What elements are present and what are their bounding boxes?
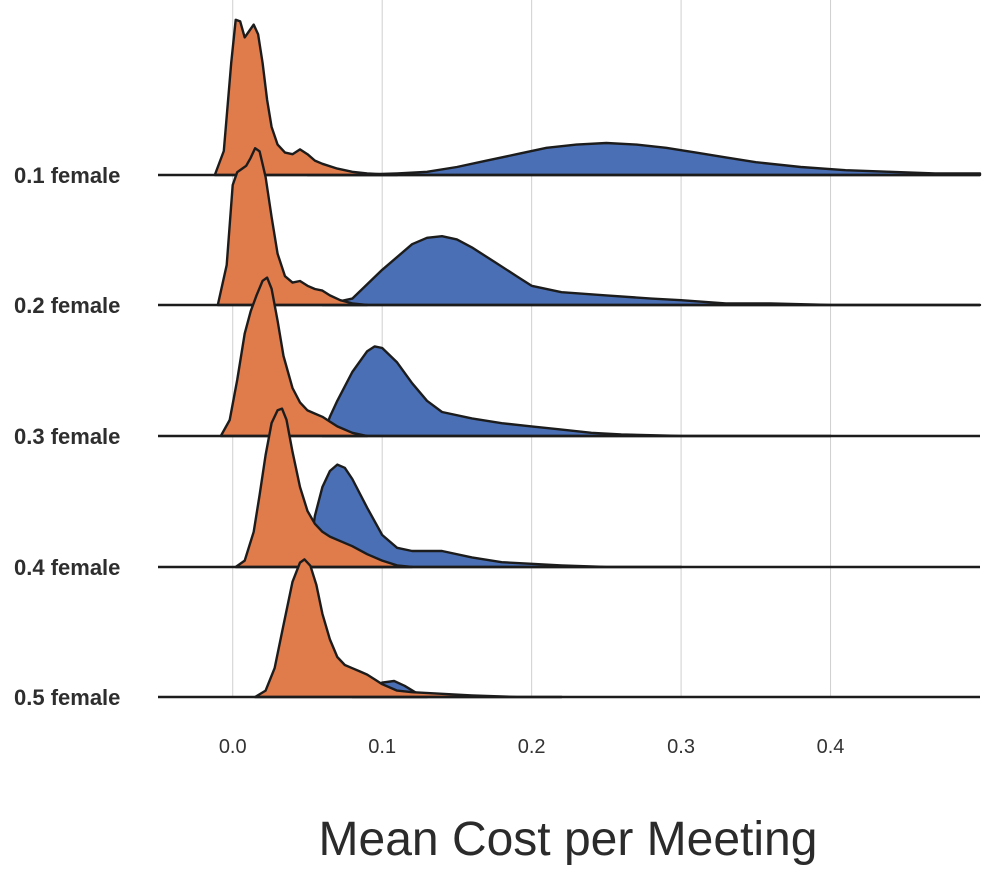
- ridge-2-orange-density: [216, 147, 369, 307]
- ridge-3: [158, 276, 980, 438]
- ridge-1: [158, 18, 982, 177]
- ridge-3-blue-density: [321, 345, 832, 438]
- ridge-5-orange-density: [253, 558, 563, 699]
- y-tick-label-5: 0.5 female: [14, 685, 120, 710]
- y-tick-label-1: 0.1 female: [14, 163, 120, 188]
- ridge-1-orange-density: [213, 18, 399, 177]
- ridge-4-orange-density: [234, 407, 414, 569]
- y-tick-label-3: 0.3 female: [14, 424, 120, 449]
- x-tick-label-0: 0.0: [219, 736, 247, 758]
- x-tick-label-4: 0.4: [817, 736, 845, 758]
- ridge-4: [158, 407, 980, 569]
- y-tick-labels: 0.1 female 0.2 female 0.3 female 0.4 female…: [14, 163, 120, 710]
- y-tick-label-2: 0.2 female: [14, 293, 120, 318]
- ridge-5: [158, 558, 980, 699]
- x-tick-label-2: 0.2: [518, 736, 546, 758]
- y-tick-label-4: 0.4 female: [14, 555, 120, 580]
- ridge-1-blue-density: [306, 141, 982, 177]
- x-gridlines: [232, 0, 832, 697]
- x-tick-label-1: 0.1: [368, 736, 396, 758]
- x-tick-labels: 0.0 0.1 0.2 0.3 0.4: [219, 736, 845, 758]
- x-axis-label: Mean Cost per Meeting: [319, 813, 818, 866]
- ridge-2-blue-density: [321, 235, 982, 307]
- ridge-3-orange-density: [219, 276, 369, 438]
- ridge-2: [158, 147, 982, 307]
- x-tick-label-3: 0.3: [667, 736, 695, 758]
- ridges: [158, 18, 982, 699]
